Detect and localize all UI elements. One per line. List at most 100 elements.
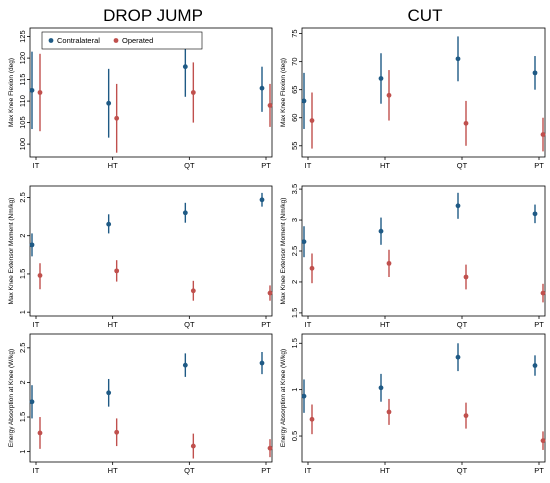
point-contralateral (532, 363, 538, 368)
y-tick-label: 105 (18, 116, 27, 129)
point-contralateral (29, 399, 35, 405)
x-tick-label: HT (108, 466, 118, 475)
y-tick-label: 1 (18, 310, 27, 314)
point-contralateral (182, 362, 188, 368)
y-axis-label: Max Knee Extensor Moment (Nm/kg) (280, 198, 287, 305)
point-operated (190, 443, 196, 449)
x-tick-label: HT (380, 320, 390, 329)
point-contralateral (182, 64, 188, 70)
point-operated (463, 413, 469, 419)
y-axis-label: Energy Absorption at Knee (W/kg) (280, 349, 287, 447)
y-tick-label: 110 (18, 95, 27, 107)
x-tick-label: HT (108, 161, 118, 170)
point-operated (309, 118, 315, 123)
y-axis-label: Max Knee Flexion (deg) (280, 58, 287, 127)
plot-frame (29, 27, 273, 158)
point-contralateral (301, 239, 307, 245)
point-operated (190, 288, 196, 294)
plot-frame (301, 27, 546, 158)
y-tick-label: 2 (18, 234, 27, 238)
x-tick-label: QT (457, 466, 468, 475)
point-contralateral (378, 76, 384, 81)
x-tick-label: IT (33, 320, 40, 329)
plot-frame (29, 185, 273, 317)
panel-3: 1 1.5 2 2.5 IT HT QT PT Max Knee Extensor Moment… (8, 185, 273, 329)
y-tick-label: 1 (290, 388, 299, 392)
legend-marker-operated (113, 38, 119, 43)
legend: Contralateral Operated (41, 31, 203, 50)
point-operated (114, 115, 120, 121)
y-tick-label: 1.5 (18, 269, 27, 279)
y-tick-label: 125 (18, 30, 27, 43)
legend-label-contralateral: Contralateral (57, 36, 100, 45)
point-operated (114, 429, 120, 435)
column-title-cut: CUT (408, 6, 443, 25)
point-contralateral (106, 390, 112, 396)
y-tick-label: 70 (290, 57, 299, 65)
panel-2: 55 60 65 70 75 IT HT QT PT Max Knee Flexion (deg) (280, 27, 546, 170)
y-tick-label: 1.5 (18, 412, 27, 422)
point-operated (190, 90, 196, 95)
point-operated (267, 290, 273, 296)
x-tick-label: QT (184, 161, 195, 170)
x-tick-label: IT (305, 320, 312, 329)
x-tick-label: PT (534, 466, 544, 475)
point-operated (309, 265, 315, 271)
x-tick-label: PT (534, 320, 544, 329)
y-tick-label: 1.5 (290, 308, 299, 318)
y-tick-label: 60 (290, 114, 299, 122)
point-contralateral (532, 70, 538, 76)
x-tick-label: PT (261, 320, 271, 329)
y-tick-label: 1 (18, 450, 27, 454)
y-tick-label: 3 (290, 218, 299, 222)
x-tick-label: IT (33, 161, 40, 170)
point-operated (37, 430, 43, 436)
point-operated (309, 416, 315, 422)
legend-box (41, 31, 203, 50)
point-contralateral (378, 228, 384, 234)
legend-marker-contralateral (48, 38, 54, 43)
x-tick-label: PT (534, 161, 544, 170)
y-tick-label: 120 (18, 52, 27, 65)
y-tick-label: 65 (290, 86, 299, 94)
plot-frame (301, 333, 546, 463)
point-contralateral (455, 203, 461, 209)
x-tick-label: QT (184, 466, 195, 475)
point-contralateral (532, 211, 538, 217)
point-operated (114, 268, 120, 274)
x-tick-label: QT (457, 161, 468, 170)
point-contralateral (259, 197, 265, 203)
legend-label-operated: Operated (122, 36, 153, 45)
point-operated (463, 120, 469, 126)
y-tick-label: 100 (18, 138, 27, 151)
panel-6: 0.5 1 1.5 IT HT QT PT Energy Absorption at Knee… (280, 333, 546, 475)
point-operated (267, 445, 273, 451)
point-contralateral (259, 85, 265, 91)
y-tick-label: 2 (18, 380, 27, 384)
x-tick-label: IT (305, 161, 312, 170)
y-axis-label: Energy Absorption at Knee (W/kg) (8, 349, 15, 447)
panel-5: 1 1.5 2 2.5 IT HT QT PT Energy Absorption at Kne… (8, 333, 273, 475)
y-axis-label: Max Knee Extensor Moment (Nm/kg) (8, 198, 15, 305)
x-tick-label: HT (380, 161, 390, 170)
point-operated (386, 92, 392, 98)
point-operated (540, 132, 546, 137)
point-contralateral (378, 385, 384, 391)
x-tick-label: HT (380, 466, 390, 475)
point-operated (37, 273, 43, 278)
point-contralateral (455, 56, 461, 62)
plot-frame (29, 333, 273, 463)
point-operated (37, 90, 43, 95)
y-tick-label: 55 (290, 142, 299, 150)
y-tick-label: 2 (290, 280, 299, 284)
x-tick-label: QT (184, 320, 195, 329)
y-tick-label: 115 (18, 74, 27, 86)
x-tick-label: HT (108, 320, 118, 329)
y-tick-label: 3.5 (290, 184, 299, 194)
x-tick-label: IT (33, 466, 40, 475)
point-contralateral (301, 393, 307, 399)
plot-frame (301, 185, 546, 317)
point-operated (463, 274, 469, 280)
point-contralateral (106, 100, 112, 106)
